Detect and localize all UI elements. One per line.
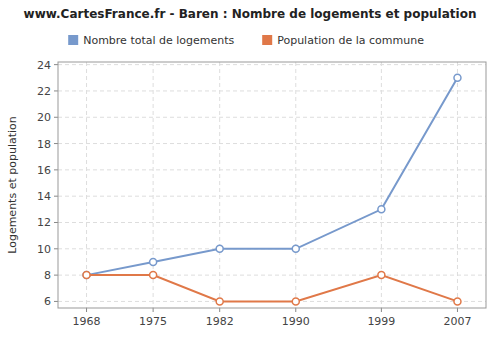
tick-mark — [86, 308, 87, 312]
grid-line — [58, 117, 486, 118]
tick-label: 2007 — [443, 315, 471, 328]
tick-label: 22 — [37, 85, 51, 98]
grid-line — [58, 196, 486, 197]
tick-mark — [54, 275, 58, 276]
tick-mark — [54, 90, 58, 91]
legend-swatch — [262, 35, 272, 45]
point — [292, 245, 299, 252]
tick-label: 1990 — [282, 315, 310, 328]
point — [454, 298, 461, 305]
title: www.CartesFrance.fr - Baren : Nombre de … — [24, 7, 477, 21]
tick-mark — [54, 248, 58, 249]
grid-line — [457, 62, 458, 308]
point — [150, 272, 157, 279]
legend: Nombre total de logements Population de l… — [68, 34, 424, 47]
series-line — [87, 78, 458, 275]
series-line — [87, 275, 458, 301]
chart: www.CartesFrance.fr - Baren : Nombre de … — [0, 0, 500, 340]
legend-label: Nombre total de logements — [83, 34, 234, 47]
grid-line — [58, 64, 486, 65]
point — [216, 245, 223, 252]
point — [454, 74, 461, 81]
point — [83, 272, 90, 279]
grid-line — [58, 90, 486, 91]
tick-mark — [54, 169, 58, 170]
tick-mark — [54, 196, 58, 197]
tick-label: 6 — [44, 295, 51, 308]
tick-mark — [54, 117, 58, 118]
tick-label: 8 — [44, 269, 51, 282]
grid-line — [58, 169, 486, 170]
tick-label: 20 — [37, 111, 51, 124]
tick-label: 18 — [37, 138, 51, 151]
grid-line — [58, 222, 486, 223]
point — [150, 258, 157, 265]
tick-mark — [457, 308, 458, 312]
tick-label: 12 — [37, 216, 51, 229]
tick-mark — [153, 308, 154, 312]
tick-mark — [381, 308, 382, 312]
legend-swatch — [68, 35, 78, 45]
tick-mark — [54, 64, 58, 65]
chart-container: www.CartesFrance.fr - Baren : Nombre de … — [0, 0, 500, 340]
tick-label: 1968 — [73, 315, 101, 328]
tick-mark — [54, 301, 58, 302]
tick-label: 1982 — [206, 315, 234, 328]
tick-mark — [54, 143, 58, 144]
tick-mark — [219, 308, 220, 312]
tick-label: 16 — [37, 164, 51, 177]
tick-label: 24 — [37, 59, 51, 72]
axis-label: Logements et population — [6, 116, 19, 254]
grid-line — [219, 62, 220, 308]
point — [378, 272, 385, 279]
point — [292, 298, 299, 305]
point — [216, 298, 223, 305]
point — [83, 272, 90, 279]
legend-label: Population de la commune — [277, 34, 424, 47]
tick-label: 1999 — [367, 315, 395, 328]
tick-mark — [54, 222, 58, 223]
grid — [58, 62, 486, 308]
series-group — [83, 74, 461, 305]
tick-label: 10 — [37, 243, 51, 256]
grid-line — [295, 62, 296, 308]
grid-line — [58, 143, 486, 144]
point — [378, 206, 385, 213]
tick-label: 14 — [37, 190, 51, 203]
tick-mark — [295, 308, 296, 312]
plot-frame — [58, 62, 486, 308]
tick-label: 1975 — [139, 315, 167, 328]
